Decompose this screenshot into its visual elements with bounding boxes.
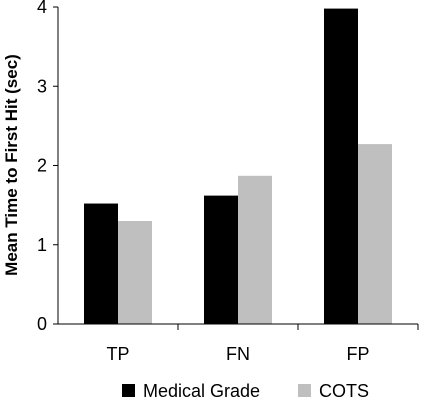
y-tick-label: 4: [37, 0, 47, 17]
y-tick-label: 0: [37, 314, 47, 334]
bar-cots-fp: [358, 144, 392, 324]
bar-cots-fn: [238, 175, 272, 324]
legend-swatch: [298, 384, 311, 397]
x-axis-labels: TP FN FP: [106, 324, 419, 364]
y-tick-label: 3: [37, 76, 47, 96]
bar-series: [84, 8, 392, 325]
y-tick-label: 2: [37, 156, 47, 176]
x-tick-label: TP: [106, 344, 129, 364]
legend-label: COTS: [319, 381, 369, 401]
x-tick-label: FP: [346, 344, 369, 364]
legend-label: Medical Grade: [143, 381, 260, 401]
legend-swatch: [122, 384, 135, 397]
bar-medical-grade-tp: [84, 203, 118, 324]
bar-medical-grade-fp: [324, 8, 358, 325]
y-tick-label: 1: [37, 235, 47, 255]
x-tick-label: FN: [226, 344, 250, 364]
y-axis-ticks: 0 1 2 3 4: [37, 0, 58, 334]
bar-cots-tp: [118, 220, 152, 324]
bar-medical-grade-fn: [204, 195, 238, 324]
legend: Medical Grade COTS: [122, 381, 369, 401]
y-axis-title: Mean Time to First Hit (sec): [2, 54, 21, 276]
